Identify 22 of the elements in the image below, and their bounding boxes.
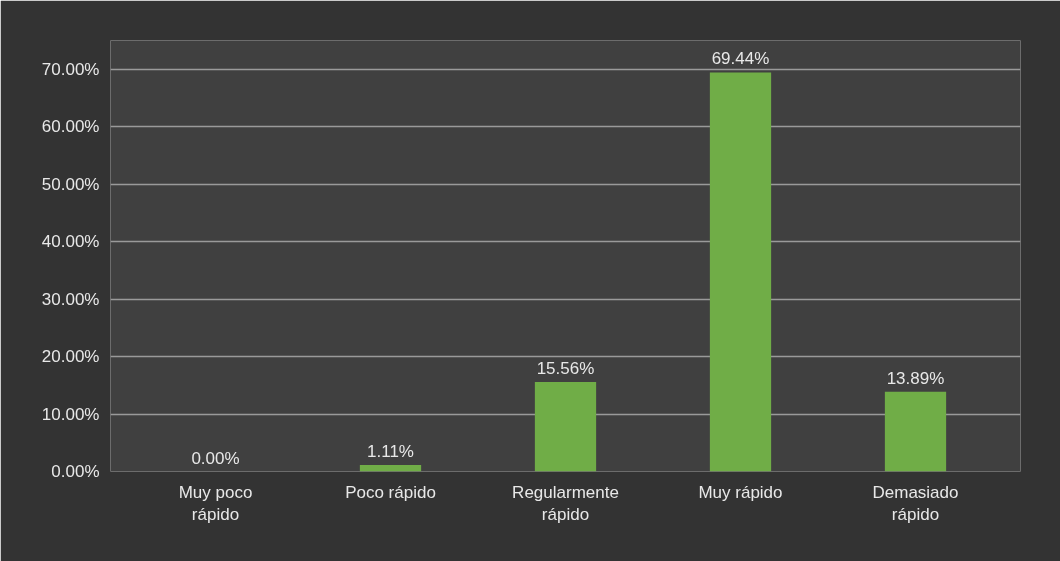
y-tick-label: 20.00% [41,347,100,367]
y-tick-label: 0.00% [51,462,100,481]
y-tick-label: 50.00% [41,174,100,194]
x-tick-label: Muy poco rápido [178,482,253,525]
bar [534,382,597,472]
bar [359,465,422,472]
y-tick-label: 60.00% [41,117,100,137]
y-tick-label: 30.00% [41,289,100,309]
x-tick-label: Poco rápido [345,482,436,502]
x-tick-label: Regularmente rápido [512,482,619,525]
data-label: 0.00% [191,448,240,468]
y-tick-label: 70.00% [41,59,100,79]
data-label: 13.89% [886,368,945,388]
data-label: 15.56% [536,359,595,379]
y-tick-label: 10.00% [41,404,100,424]
y-tick-label: 40.00% [41,232,100,252]
data-label: 69.44% [711,49,770,69]
x-tick-label: Demasiado rápido [872,482,959,525]
data-label: 1.11% [367,442,414,462]
bar [884,391,947,472]
bar [709,72,772,472]
x-tick-label: Muy rápido [698,482,783,502]
